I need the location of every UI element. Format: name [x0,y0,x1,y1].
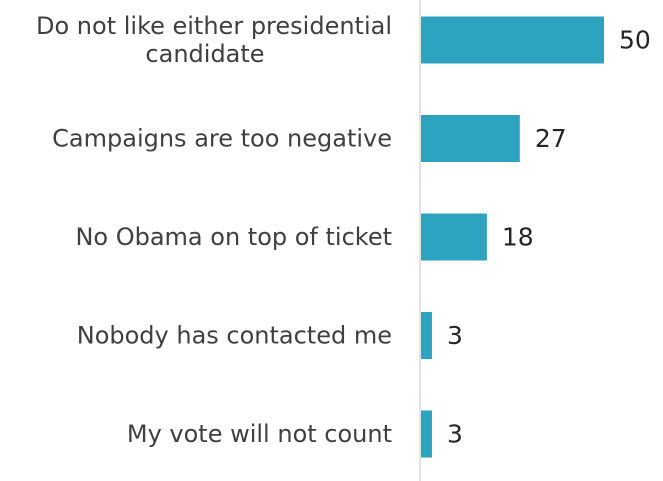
value-label-0: 50 [619,26,651,55]
category-labels-group: Do not like either presidentialcandidate… [36,12,392,448]
bar-3 [421,312,432,359]
category-label-1: Campaigns are too negative [52,125,392,153]
value-labels-group: 50 27 18 3 3 [447,26,651,449]
value-label-3: 3 [447,321,463,350]
bar-2 [421,213,487,261]
value-label-2: 18 [502,223,534,252]
bar-0 [421,16,604,64]
value-label-1: 27 [535,124,567,153]
category-label-3: Nobody has contacted me [77,322,392,350]
value-label-4: 3 [447,420,463,449]
bar-4 [421,410,432,458]
category-label-2: No Obama on top of ticket [75,223,392,251]
category-label-0-line-1: candidate [145,40,264,68]
bars-group [421,16,604,458]
category-label-4: My vote will not count [127,420,392,448]
bar-1 [421,115,520,162]
category-label-0-line-0: Do not like either presidential [36,12,392,40]
